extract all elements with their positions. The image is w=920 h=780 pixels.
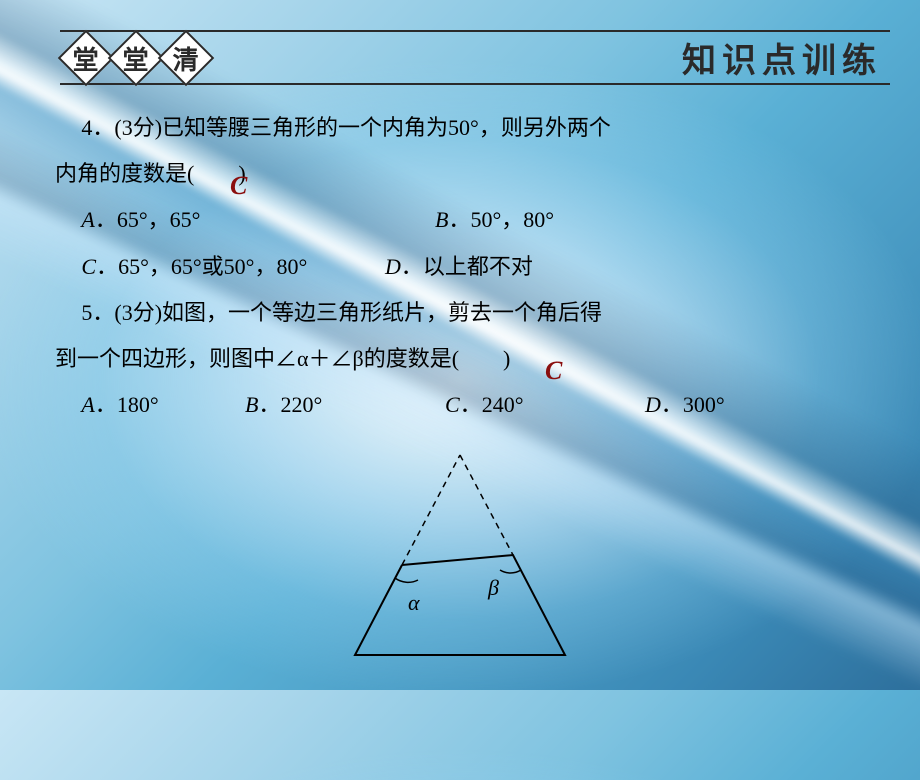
header-diamonds: 堂 堂 清 — [66, 38, 216, 78]
diamond-1: 堂 — [58, 29, 115, 86]
q4-stem-line2-wrap: 内角的度数是( ) C — [55, 151, 880, 197]
diamond-3: 清 — [158, 29, 215, 86]
q4-opt-b: B．50°，80° — [435, 197, 554, 243]
triangle-figure: α β — [335, 445, 585, 675]
alpha-label: α — [408, 590, 420, 615]
q4-opt-c: C．65°，65°或50°，80° — [55, 244, 385, 290]
q4-options-row2: C．65°，65°或50°，80° D．以上都不对 — [55, 244, 880, 290]
q4-opt-a: A．65°，65° — [55, 197, 435, 243]
q5-opt-c: C．240° — [445, 382, 645, 428]
diamond-2: 堂 — [108, 29, 165, 86]
diamond-2-char: 堂 — [123, 39, 149, 76]
diamond-3-char: 清 — [173, 39, 199, 76]
header-bar: 堂 堂 清 知识点训练 — [60, 30, 890, 85]
q5-stem-line2: 到一个四边形，则图中∠α＋∠β的度数是( ) — [55, 346, 510, 371]
q5-opt-b: B．220° — [245, 382, 445, 428]
q4-opt-d: D．以上都不对 — [385, 244, 533, 290]
header-title: 知识点训练 — [682, 33, 882, 82]
q5-stem-line1: 5．(3分)如图，一个等边三角形纸片，剪去一个角后得 — [55, 290, 880, 336]
content-area: 4．(3分)已知等腰三角形的一个内角为50°，则另外两个 内角的度数是( ) C… — [55, 105, 880, 428]
q5-stem-line2-wrap: 到一个四边形，则图中∠α＋∠β的度数是( ) C — [55, 336, 880, 382]
q5-options-row: A．180° B．220° C．240° D．300° — [55, 382, 880, 428]
q4-stem-line2: 内角的度数是( ) — [55, 161, 246, 186]
q4-options-row1: A．65°，65° B．50°，80° — [55, 197, 880, 243]
diamond-1-char: 堂 — [73, 39, 99, 76]
beta-label: β — [487, 575, 499, 600]
q5-opt-a: A．180° — [55, 382, 245, 428]
q4-stem-line1: 4．(3分)已知等腰三角形的一个内角为50°，则另外两个 — [55, 105, 880, 151]
q5-opt-d: D．300° — [645, 382, 725, 428]
